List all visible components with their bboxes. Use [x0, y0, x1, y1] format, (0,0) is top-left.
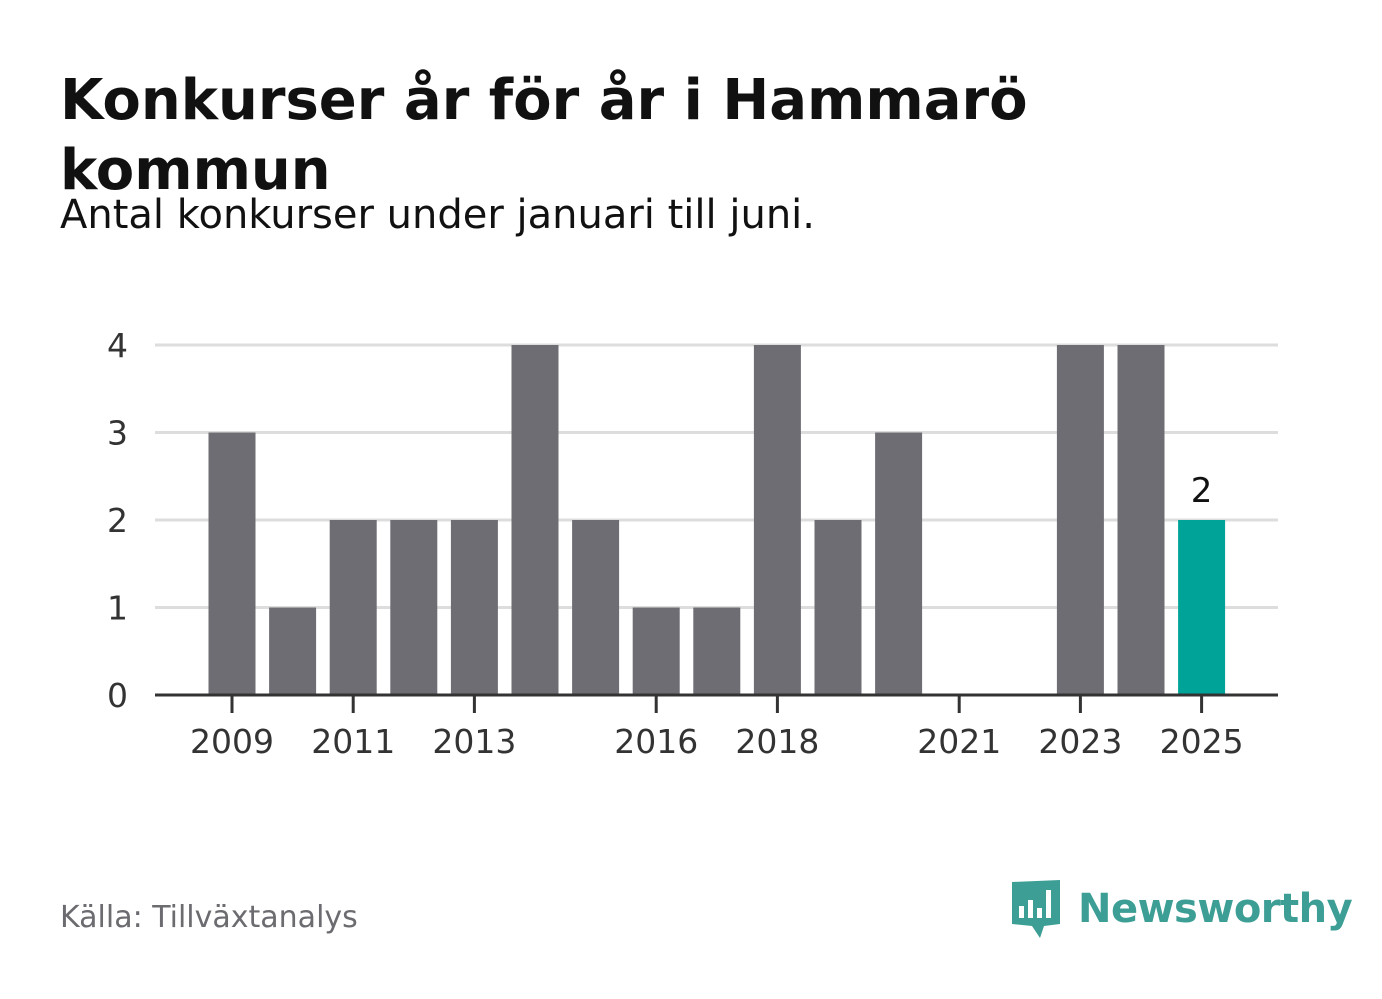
- bars: [208, 345, 1226, 695]
- y-tick-label: 0: [107, 676, 128, 715]
- labels: 0 1 2 3 4 2009 2011 2013 2016 2018 2021 2023 2025 2: [107, 326, 1244, 761]
- bar-2024: [1117, 345, 1165, 695]
- chart-title: Konkurser år för år i Hammarö kommun: [60, 68, 1028, 203]
- bar-2025: [1178, 520, 1226, 695]
- data-label: 2: [1191, 471, 1213, 511]
- bar-2018: [753, 345, 801, 695]
- x-tick-label: 2009: [190, 722, 274, 761]
- axes: [155, 693, 1278, 713]
- bar-2023: [1056, 345, 1104, 695]
- bar-2013: [450, 520, 498, 695]
- y-tick-label: 1: [107, 589, 128, 628]
- bar-2016: [632, 607, 680, 695]
- x-tick-label: 2013: [432, 722, 516, 761]
- newsworthy-logo: Newsworthy: [1010, 878, 1353, 940]
- bar-2020: [875, 432, 923, 695]
- chart-subtitle: Antal konkurser under januari till juni.: [60, 192, 815, 238]
- y-tick-label: 2: [107, 501, 128, 540]
- x-tick-label: 2023: [1038, 722, 1122, 761]
- bar-chart: 0 1 2 3 4 2009 2011 2013 2016 2018 2021 2023 2025 2: [107, 326, 1278, 761]
- x-tick-label: 2021: [917, 722, 1001, 761]
- brand-name: Newsworthy: [1078, 886, 1353, 932]
- bar-2011: [329, 520, 377, 695]
- x-tick-label: 2025: [1160, 722, 1244, 761]
- x-tick-label: 2018: [735, 722, 819, 761]
- y-tick-label: 4: [107, 326, 128, 365]
- source-note: Källa: Tillväxtanalys: [60, 900, 358, 935]
- bar-2015: [572, 520, 620, 695]
- bar-2012: [390, 520, 438, 695]
- bar-2019: [814, 520, 862, 695]
- y-tick-label: 3: [107, 414, 128, 453]
- bar-2014: [511, 345, 559, 695]
- bar-2010: [269, 607, 317, 695]
- x-tick-label: 2011: [311, 722, 395, 761]
- bar-2017: [693, 607, 741, 695]
- grid-lines: [155, 343, 1278, 609]
- bar-chart-speech-bubble-icon: [1012, 880, 1060, 938]
- x-tick-label: 2016: [614, 722, 698, 761]
- bar-2009: [208, 432, 256, 695]
